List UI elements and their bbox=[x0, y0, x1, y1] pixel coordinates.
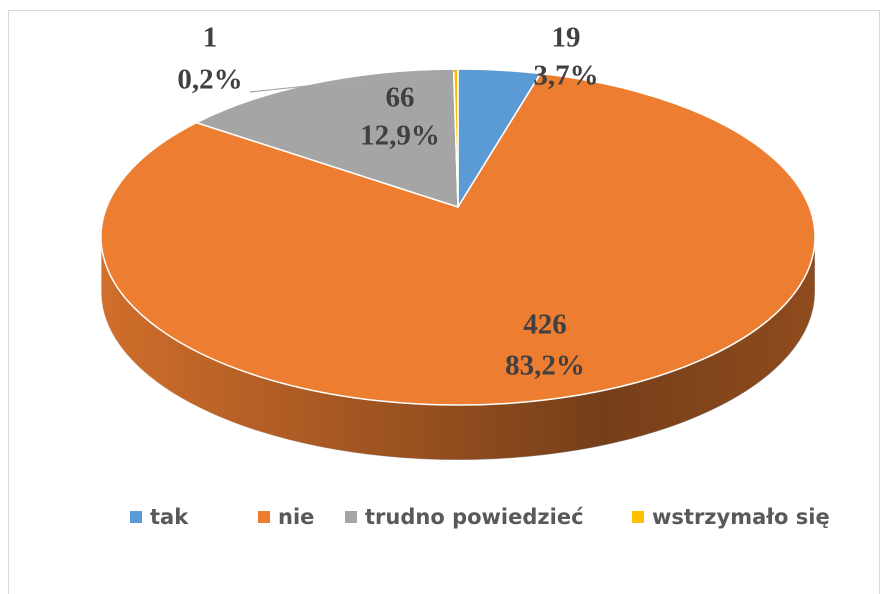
data-label-percent: 3,7% bbox=[533, 60, 598, 92]
legend-label: tak bbox=[150, 505, 189, 529]
slice-side-shade bbox=[101, 237, 815, 460]
slice bbox=[452, 68, 459, 208]
legend-label: trudno powiedzieć bbox=[365, 505, 584, 529]
data-label-percent: 83,2% bbox=[505, 350, 585, 382]
data-label-value: 1 bbox=[203, 22, 218, 54]
data-label-value: 19 bbox=[552, 22, 581, 54]
data-label-value: 426 bbox=[523, 309, 567, 341]
legend-swatch bbox=[632, 511, 644, 523]
legend-swatch bbox=[130, 511, 142, 523]
legend-swatch bbox=[345, 511, 357, 523]
leader-line bbox=[249, 70, 456, 93]
chart-border bbox=[8, 10, 880, 594]
slice bbox=[100, 72, 816, 406]
data-label-percent: 12,9% bbox=[360, 120, 440, 152]
legend-label: wstrzymało się bbox=[652, 505, 830, 529]
legend-label: nie bbox=[278, 505, 314, 529]
legend-swatch bbox=[258, 511, 270, 523]
slice bbox=[194, 68, 459, 209]
data-label-value: 66 bbox=[386, 82, 415, 114]
data-label-percent: 0,2% bbox=[177, 64, 242, 96]
